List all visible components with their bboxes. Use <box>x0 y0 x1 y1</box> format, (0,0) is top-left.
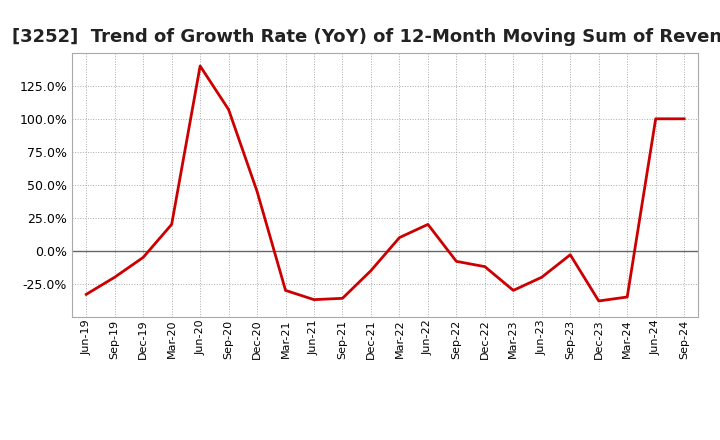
Title: [3252]  Trend of Growth Rate (YoY) of 12-Month Moving Sum of Revenues: [3252] Trend of Growth Rate (YoY) of 12-… <box>12 28 720 46</box>
